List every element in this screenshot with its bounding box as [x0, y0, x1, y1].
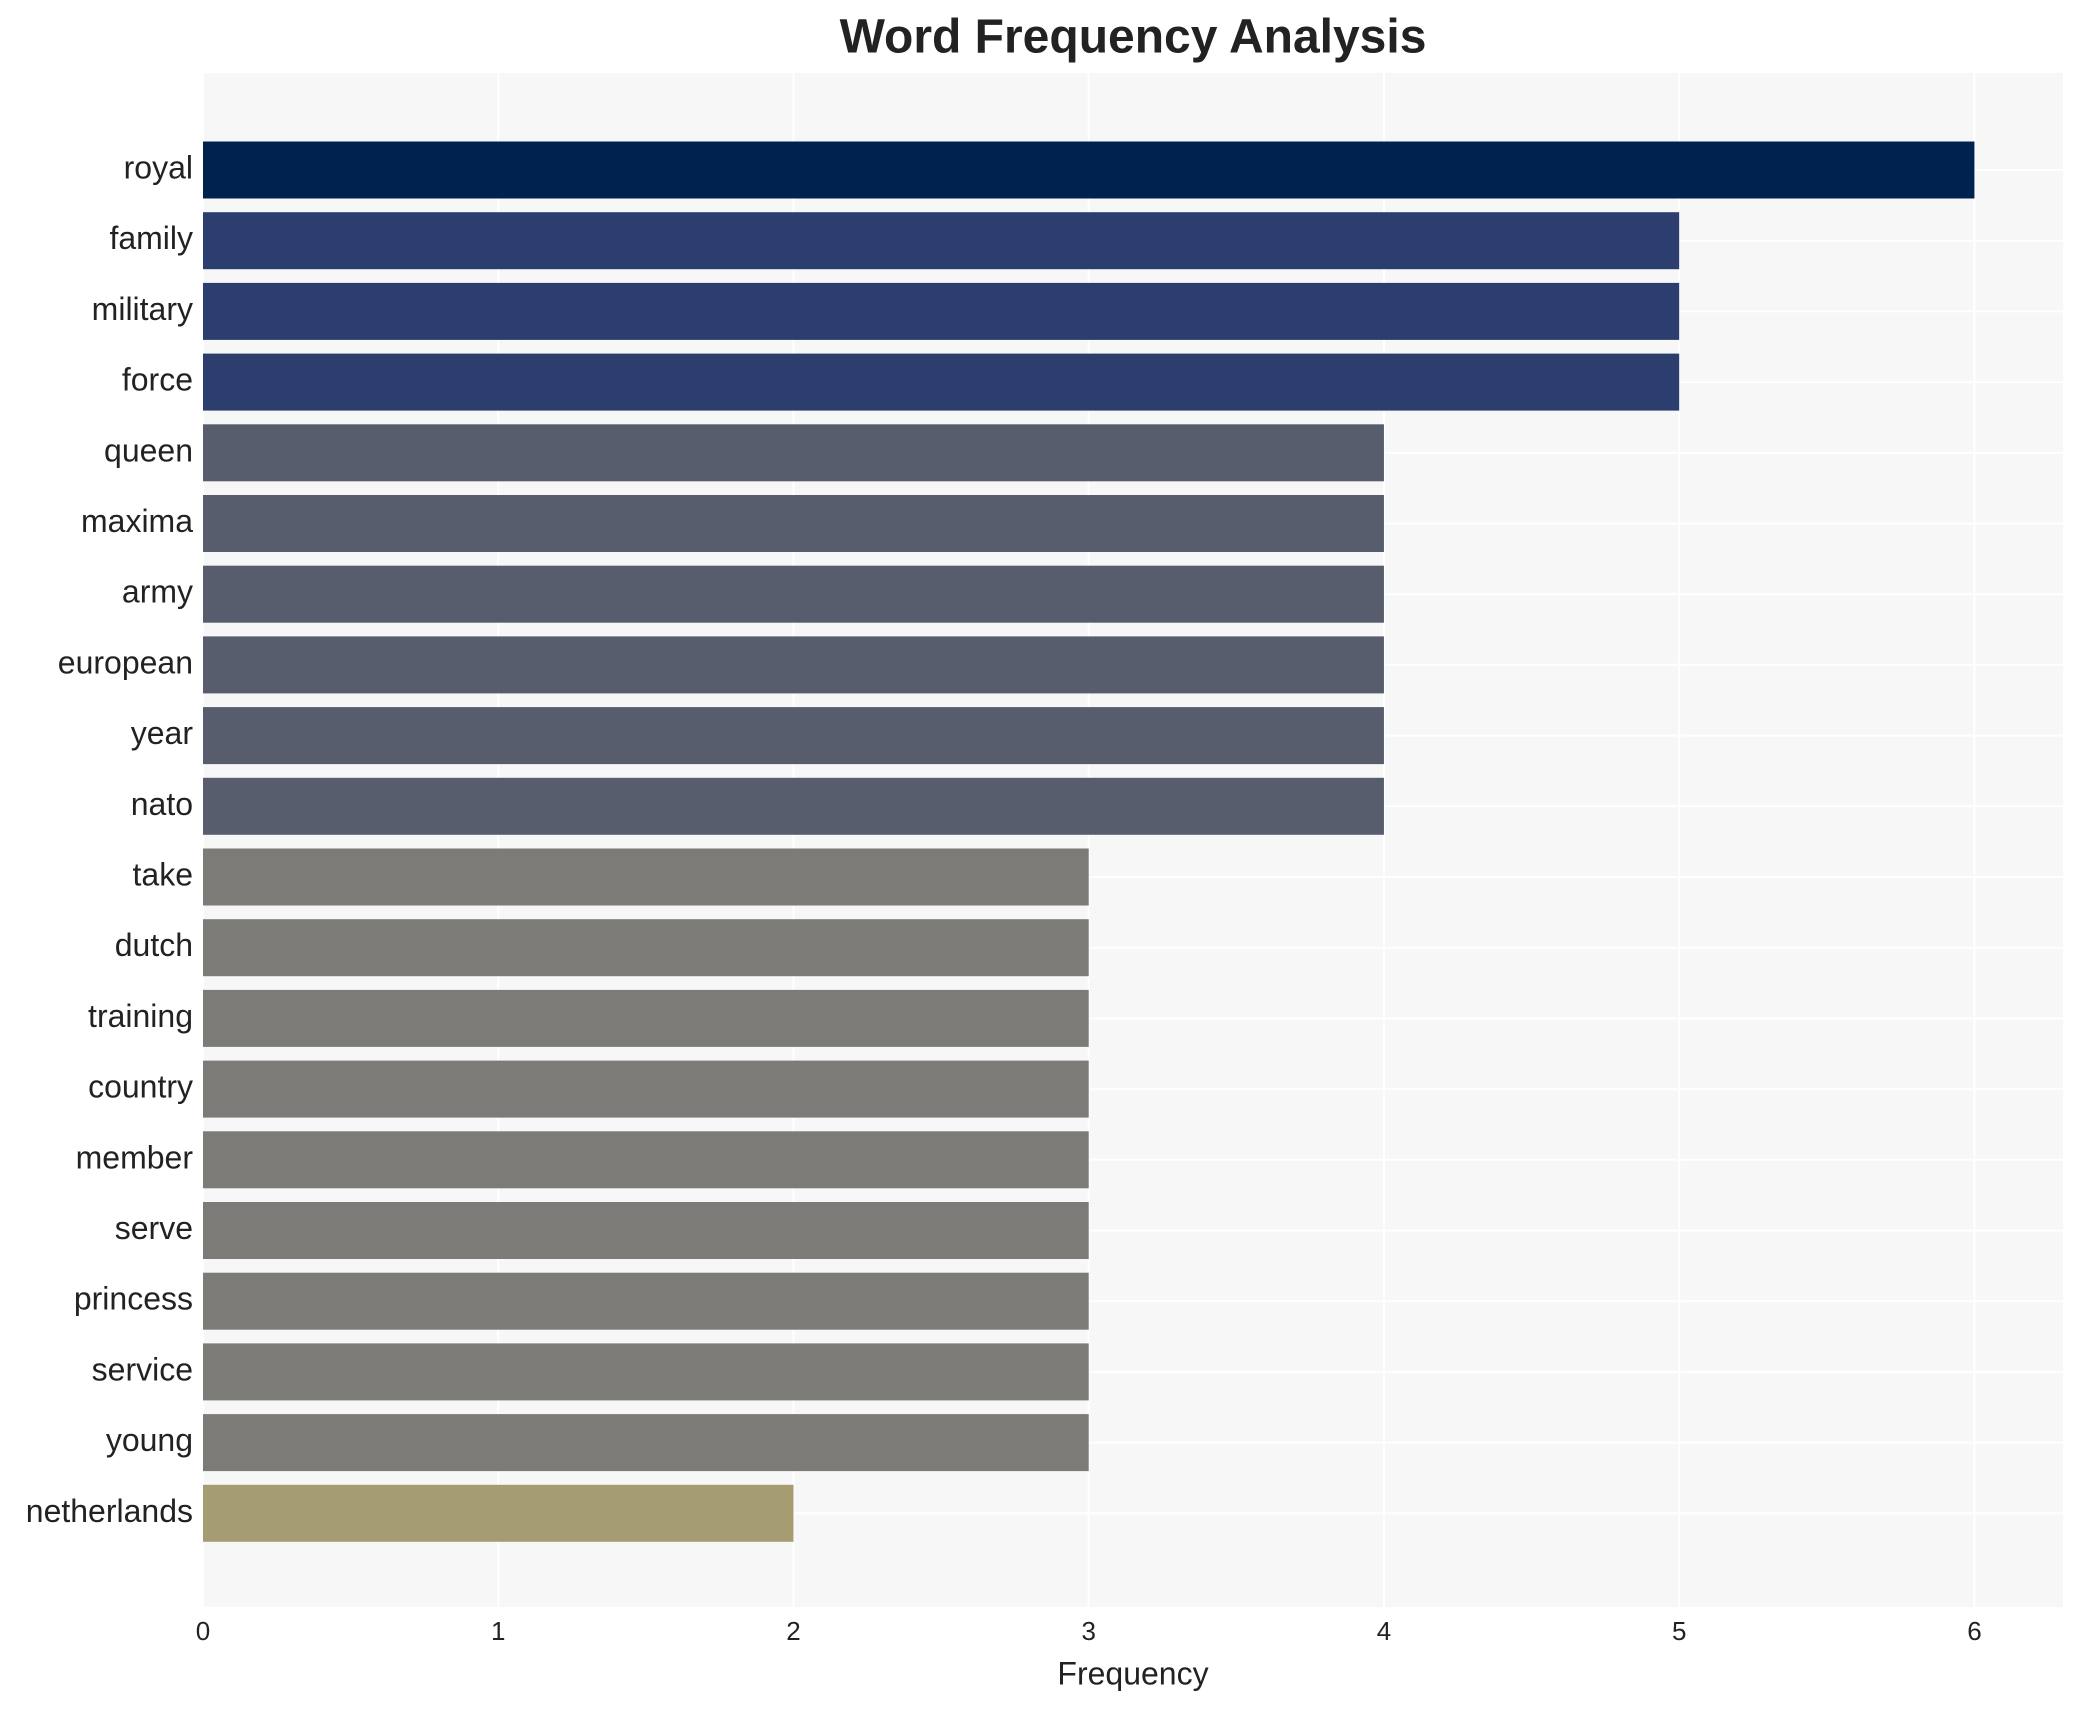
x-tick-label: 1: [491, 1616, 505, 1646]
y-tick-label: family: [109, 220, 193, 256]
bar: [203, 777, 1384, 835]
y-tick-label: take: [133, 856, 193, 892]
bar: [203, 1060, 1089, 1118]
x-tick-label: 6: [1967, 1616, 1981, 1646]
x-axis-label: Frequency: [1057, 1655, 1208, 1691]
bar: [203, 1343, 1089, 1401]
y-tick-label: country: [88, 1069, 193, 1105]
bar: [203, 848, 1089, 906]
x-tick-label: 3: [1081, 1616, 1095, 1646]
bar: [203, 1202, 1089, 1259]
y-tick-label: queen: [104, 432, 193, 468]
bar: [203, 1414, 1089, 1472]
y-tick-label: serve: [115, 1210, 193, 1246]
y-tick-label: nato: [131, 786, 193, 822]
bar: [203, 424, 1384, 482]
bar: [203, 282, 1680, 340]
bar: [203, 141, 1975, 199]
bar: [203, 1484, 794, 1542]
x-tick-label: 2: [786, 1616, 800, 1646]
y-tick-label: force: [122, 362, 193, 398]
x-tick-label: 0: [196, 1616, 210, 1646]
y-tick-label: year: [131, 715, 194, 751]
y-tick-label: netherlands: [26, 1493, 193, 1529]
y-tick-label: military: [92, 291, 193, 327]
bar: [203, 1272, 1089, 1330]
chart-title: Word Frequency Analysis: [840, 11, 1427, 64]
bar: [203, 989, 1089, 1047]
bar: [203, 636, 1384, 694]
bar: [203, 565, 1384, 623]
y-tick-label: army: [122, 574, 193, 610]
y-tick-label: member: [76, 1139, 194, 1175]
bar: [203, 212, 1680, 270]
bar: [203, 707, 1384, 765]
y-tick-label: young: [106, 1422, 193, 1458]
y-tick-label: service: [92, 1351, 193, 1387]
y-tick-label: maxima: [81, 503, 193, 539]
y-tick-label: training: [88, 998, 193, 1034]
y-tick-label: european: [58, 644, 193, 680]
bar: [203, 353, 1680, 411]
x-tick-label: 4: [1377, 1616, 1391, 1646]
x-tick-label: 5: [1672, 1616, 1686, 1646]
y-tick-label: royal: [124, 149, 193, 185]
bar: [203, 495, 1384, 552]
bar: [203, 1131, 1089, 1189]
bar: [203, 919, 1089, 977]
y-tick-label: dutch: [115, 927, 193, 963]
y-tick-label: princess: [74, 1281, 193, 1317]
